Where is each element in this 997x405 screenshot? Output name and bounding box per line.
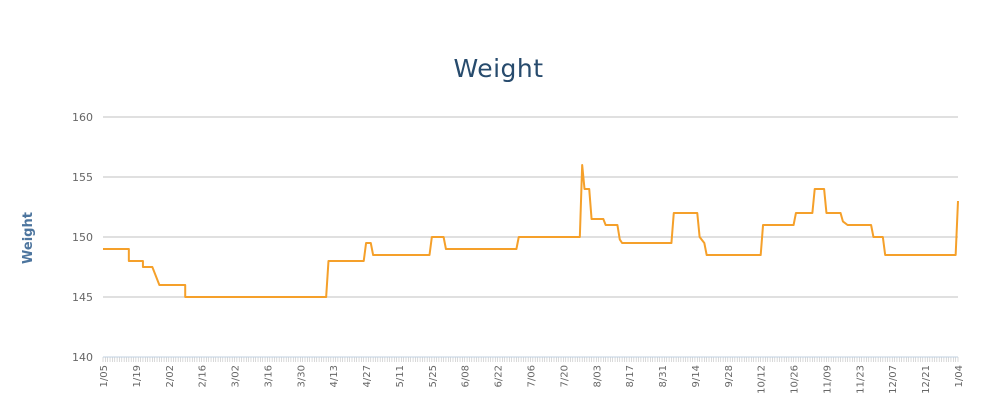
x-tick-label: 3/02 [231, 365, 242, 387]
x-tick-label: 9/14 [691, 365, 702, 387]
x-tick-label: 7/20 [559, 365, 570, 387]
x-tick-label: 11/09 [822, 365, 833, 394]
x-tick-label: 1/04 [954, 365, 965, 387]
y-tick-label: 155 [72, 171, 93, 184]
x-tick-label: 6/22 [494, 365, 505, 387]
x-tick-label: 8/03 [592, 365, 603, 387]
y-tick-label: 140 [72, 351, 93, 364]
weight-series-line [103, 164, 959, 298]
x-tick-label: 3/30 [296, 365, 307, 387]
x-tick-label: 3/16 [263, 365, 274, 387]
x-tick-label: 9/28 [724, 365, 735, 387]
y-tick-label: 145 [72, 291, 93, 304]
x-tick-label: 5/25 [428, 365, 439, 387]
x-tick-label: 7/06 [527, 365, 538, 387]
x-tick-label: 12/21 [921, 365, 932, 394]
x-minor-ticks [102, 357, 959, 362]
y-tick-label: 160 [72, 111, 93, 124]
x-tick-label: 4/27 [362, 365, 373, 387]
chart-title: Weight [453, 54, 544, 83]
x-tick-label: 10/26 [790, 365, 801, 394]
x-tick-label: 11/23 [855, 365, 866, 394]
x-tick-label: 5/11 [395, 365, 406, 387]
x-tick-label: 4/13 [329, 365, 340, 387]
x-tick-label: 12/07 [888, 365, 899, 394]
x-tick-label: 8/17 [625, 365, 636, 387]
y-tick-label: 150 [72, 231, 93, 244]
x-tick-label: 10/12 [757, 365, 768, 394]
x-tick-label: 6/08 [461, 365, 472, 387]
x-tick-label: 8/31 [658, 365, 669, 387]
x-tick-label: 2/02 [165, 365, 176, 387]
x-tick-label: 1/05 [99, 365, 110, 387]
x-tick-label: 1/19 [132, 365, 143, 387]
x-tick-label: 2/16 [198, 365, 209, 387]
